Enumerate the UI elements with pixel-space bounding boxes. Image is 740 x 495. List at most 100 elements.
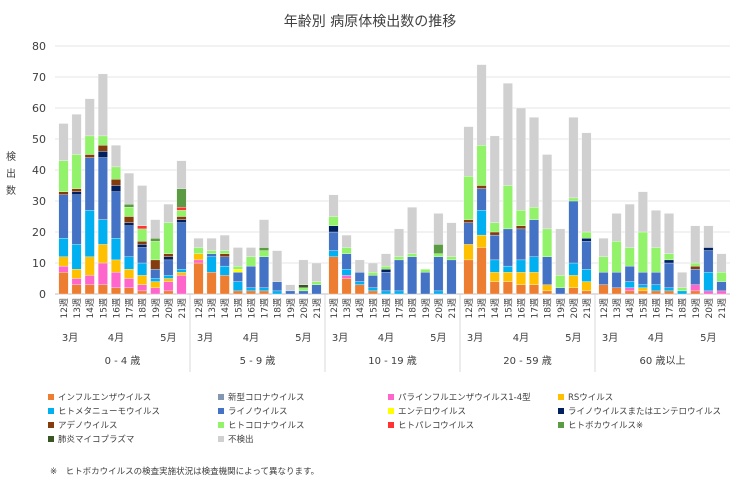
week-tick-label: 14週 [220, 298, 231, 318]
bar-segment [150, 269, 161, 279]
bar-segment [298, 290, 309, 295]
bar-segment [555, 228, 566, 276]
week-tick-label: 14週 [85, 298, 96, 318]
bar-segment [193, 262, 204, 295]
bar-segment [272, 290, 283, 295]
bar-segment [71, 278, 82, 285]
bar-segment [341, 247, 352, 254]
week-tick-label: 17週 [665, 298, 676, 318]
bar-segment [246, 265, 256, 288]
bar-segment [150, 281, 161, 288]
bar-segment [206, 250, 217, 254]
bar-segment [568, 287, 579, 295]
legend-swatch [218, 408, 224, 414]
bar-segment [124, 216, 134, 223]
week-tick-label: 17週 [395, 298, 406, 318]
bar-segment [124, 256, 134, 270]
bar-segment [502, 83, 513, 186]
y-axis-label-char: 検 [6, 150, 16, 163]
week-tick-label: 13週 [612, 298, 623, 318]
legend-swatch [218, 394, 224, 400]
week-tick-label: 13週 [72, 298, 83, 318]
age-group-label: 10 - 19 歳 [368, 355, 417, 367]
week-tick-label: 18週 [408, 298, 419, 318]
bar-segment [137, 247, 148, 264]
week-tick-label: 16週 [516, 298, 527, 318]
week-tick-label: 13週 [207, 298, 218, 318]
bar-segment [367, 287, 378, 292]
bar-segment [598, 256, 609, 273]
bar-segment [690, 262, 701, 267]
bar-segment [677, 287, 688, 292]
bar-segment [111, 287, 121, 295]
bar-segment [703, 250, 714, 273]
bar-segment [163, 259, 174, 276]
bar-segment [137, 284, 148, 292]
bar-segment [341, 253, 352, 270]
bar-segment [137, 275, 148, 285]
bar-segment [555, 275, 566, 288]
bar-segment [176, 207, 187, 211]
bar-segment [624, 290, 635, 295]
week-tick-label: 17週 [125, 298, 136, 318]
bar-segment [259, 247, 269, 251]
legend-entry: ヒトメタニューモウイルス [58, 407, 160, 417]
bar-segment [71, 191, 82, 195]
week-tick-label: 13週 [342, 298, 353, 318]
week-tick-label: 15週 [503, 298, 514, 318]
bar-segment [246, 256, 256, 267]
bar-segment [407, 256, 418, 295]
month-label: 5月 [160, 332, 176, 344]
bar-segment [137, 244, 148, 248]
bar-segment [124, 203, 134, 208]
week-tick-label: 16週 [651, 298, 662, 318]
bar-segment [394, 228, 404, 257]
legend-swatch [218, 436, 224, 442]
week-tick-label: 20週 [569, 298, 580, 318]
bar-segment [354, 281, 365, 285]
bar-segment [367, 262, 378, 273]
month-label: 4月 [648, 332, 664, 344]
bar-segment [58, 160, 69, 192]
bar-segment [529, 256, 539, 273]
bar-segment [581, 231, 592, 239]
legend-swatch [48, 394, 54, 400]
week-tick-label: 19週 [286, 298, 297, 318]
y-axis-label-char: 出 [6, 167, 16, 180]
bar-segment [407, 207, 418, 254]
bar-segment [568, 197, 579, 202]
bar-segment [716, 290, 727, 295]
bar-segment [84, 256, 95, 276]
bar-segment [84, 135, 95, 155]
bar-segment [176, 160, 187, 189]
bar-segment [341, 278, 352, 295]
week-tick-label: 21週 [312, 298, 323, 318]
bar-segment [502, 265, 513, 273]
bar-segment [259, 256, 269, 288]
bar-segment [381, 269, 391, 273]
bar-segment [124, 269, 134, 279]
bar-segment [285, 290, 296, 295]
week-tick-label: 18週 [273, 298, 284, 318]
bar-segment [542, 154, 553, 230]
bar-segment [598, 284, 609, 295]
bar-segment [611, 213, 622, 242]
bar-segment [568, 262, 579, 276]
bar-segment [298, 287, 309, 292]
week-tick-label: 12週 [329, 298, 340, 318]
bar-segment [516, 259, 526, 273]
bar-segment [581, 290, 592, 295]
bar-segment [542, 228, 553, 257]
bar-segment [354, 259, 365, 273]
bar-segment [97, 284, 108, 295]
bar-segment [476, 210, 487, 236]
week-tick-label: 16週 [246, 298, 257, 318]
week-tick-label: 21週 [447, 298, 458, 318]
legend-swatch [558, 422, 564, 428]
bar-segment [259, 287, 269, 292]
bar-segment [272, 281, 283, 292]
bar-segment [206, 272, 217, 295]
bar-segment [502, 272, 513, 282]
age-group-label: 0 - 4 歳 [105, 355, 141, 367]
